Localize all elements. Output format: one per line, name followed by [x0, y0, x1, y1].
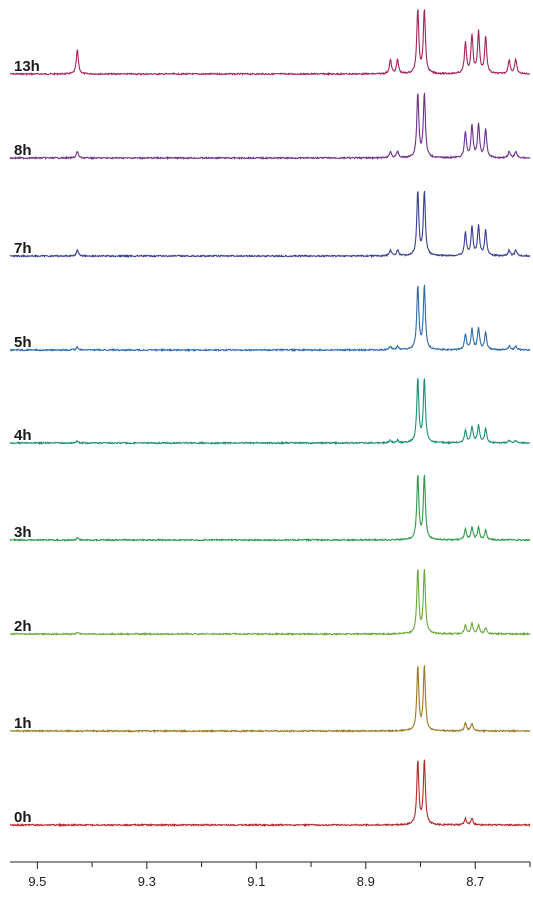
x-axis-ticks: 9.5 9.3 9.1 8.9 8.7 [28, 862, 531, 889]
trace-label-0h: 0h [14, 809, 32, 826]
spectra-traces [9, 9, 531, 828]
trace-3h [9, 474, 531, 542]
trace-label-4h: 4h [14, 427, 32, 444]
x-tick-label: 8.7 [466, 874, 484, 889]
trace-label-5h: 5h [14, 334, 32, 351]
trace-8h [9, 92, 531, 161]
x-tick-label: 9.5 [28, 874, 46, 889]
x-axis: 9.5 9.3 9.1 8.9 8.7 [10, 861, 531, 889]
trace-label-7h: 7h [14, 240, 32, 257]
trace-labels: 13h 8h 7h 5h 4h 3h 2h 1h 0h [14, 58, 40, 826]
trace-1h [9, 665, 531, 734]
trace-5h [9, 284, 531, 353]
x-tick-label: 9.1 [247, 874, 265, 889]
trace-label-3h: 3h [14, 524, 32, 541]
trace-label-2h: 2h [14, 618, 32, 635]
trace-4h [9, 378, 531, 446]
trace-13h [9, 9, 531, 77]
x-tick-label: 8.9 [357, 874, 375, 889]
trace-label-8h: 8h [14, 142, 32, 159]
trace-label-13h: 13h [14, 58, 40, 75]
trace-label-1h: 1h [14, 715, 32, 732]
x-tick-label: 9.3 [138, 874, 156, 889]
trace-0h [9, 759, 531, 828]
trace-7h [9, 190, 531, 259]
trace-2h [9, 569, 531, 637]
